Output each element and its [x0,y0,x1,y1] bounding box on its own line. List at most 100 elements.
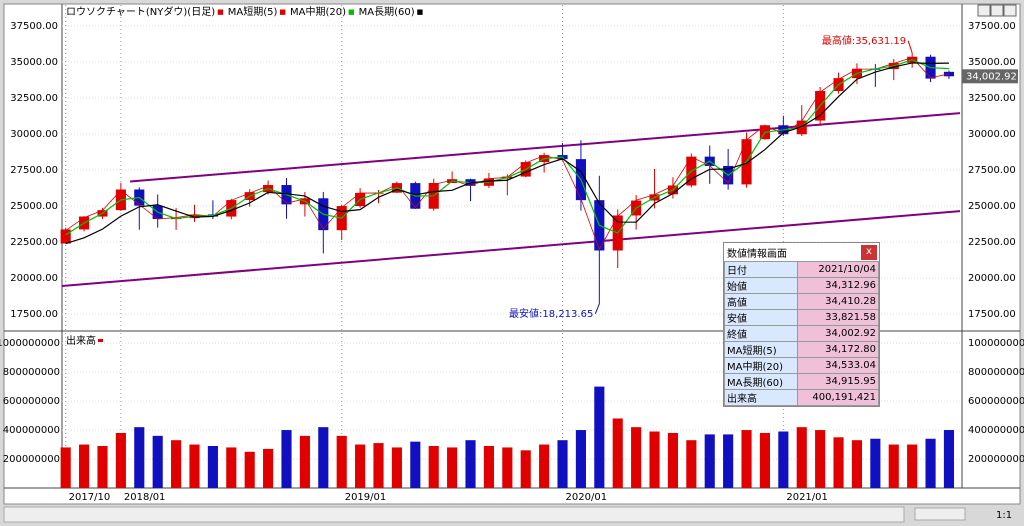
y2-tick-label: 30000.00 [968,129,1016,140]
volume-title: 出来高 [66,334,96,347]
x-tick-label: 2020/01 [566,492,608,503]
volume-bar [483,445,494,488]
info-label: 高値 [724,293,798,310]
volume-bar [686,440,697,488]
close-button[interactable]: x [861,244,877,260]
volume-bar [796,427,807,488]
volume-bar [851,440,863,488]
info-row: 出来高 400,191,421 [724,389,879,406]
y-tick-label: 37500.00 [10,21,58,32]
y-tick-label: 27500.00 [10,165,58,176]
zoom-label: 1:1 [996,510,1012,521]
volume-bar [667,432,678,488]
y-tick-label: 400000000 [3,425,60,436]
volume-bar [759,432,771,488]
info-label: MA長期(60) [724,373,798,390]
x-tick-label: 2021/01 [786,492,828,503]
y-tick-label: 800000000 [3,367,60,378]
zoom-slider[interactable] [914,507,966,521]
y-tick-label: 30000.00 [10,129,58,140]
volume-bar [502,447,513,488]
y-tick-label: 35000.00 [10,57,58,68]
volume-bar [704,434,715,488]
legend-marker [98,339,103,342]
info-label: 安値 [724,309,798,326]
info-panel[interactable]: 数値情報画面 x 日付 2021/10/04 始値 34,312.96 高値 34,410.… [723,242,880,407]
info-value: 34,915.95 [797,373,879,390]
volume-bar [189,444,200,488]
info-value: 33,821.58 [797,309,879,326]
legend-marker: ■ [217,8,224,16]
y-tick-label: 200000000 [3,454,60,465]
scrollbar[interactable] [3,506,905,523]
volume-bar [631,427,642,488]
volume-bar [815,430,826,488]
volume-bar [115,432,126,488]
volume-bar [870,438,881,488]
button[interactable] [990,4,1004,17]
info-label: MA中期(20) [724,357,798,374]
x-tick-label: 2019/01 [345,492,387,503]
legend-marker: ■ [417,8,424,16]
volume-bar [557,440,568,488]
y2-tick-label: 600000000 [968,396,1024,407]
legend-marker: ■ [279,8,286,16]
volume-bar [152,435,163,488]
info-row: 終値 34,002.92 [724,325,879,342]
volume-bar [465,440,476,488]
y2-tick-label: 400000000 [968,425,1024,436]
volume-bar [60,447,71,488]
legend: ロウソクチャート(NYダウ)(日足) ■ MA短期(5) ■ MA中期(20) ■ MA長期… [66,5,423,18]
volume-bar [134,427,145,488]
y-tick-label: 17500.00 [10,309,58,320]
info-row: MA中期(20) 34,533.04 [724,357,879,374]
info-value: 34,002.92 [797,325,879,342]
y2-tick-label: 27500.00 [968,165,1016,176]
info-label: 出来高 [724,389,798,406]
info-row: 日付 2021/10/04 [724,261,879,278]
ma-line [65,62,949,245]
info-value: 34,410.28 [797,293,879,310]
info-row: MA長期(60) 34,915.95 [724,373,879,390]
info-row: 始値 34,312.96 [724,277,879,294]
y-tick-label: 600000000 [3,396,60,407]
volume-bar [97,445,108,488]
volume-bar [575,430,586,488]
volume-bar [391,447,402,488]
button[interactable] [977,4,991,17]
y2-tick-label: 25000.00 [968,201,1016,212]
volume-bar [318,427,329,488]
volume-bar [943,430,955,488]
volume-bar [594,386,605,488]
volume-bar [299,435,310,488]
panel-header: 数値情報画面 x [724,243,879,261]
info-value: 34,312.96 [797,277,879,294]
button[interactable] [1003,4,1017,17]
volume-bar [741,430,752,488]
annotation: 最高値:35,631.19 [822,34,906,47]
volume-bar [723,434,734,488]
volume-bar [925,438,936,488]
last-price-box [962,69,1018,84]
x-tick-label: 2017/10 [69,492,111,503]
volume-bar [612,418,623,488]
info-row: 安値 33,821.58 [724,309,879,326]
annotation: 最安値:18,213.65 [509,307,593,320]
ma-line [65,59,949,236]
last-price-label: 34,002.92 [966,71,1017,82]
legend-entry: MA長期(60) [359,6,415,18]
info-label: MA短期(5) [724,341,798,358]
volume-bar [263,448,274,488]
volume-bar [649,431,660,488]
volume-bar [226,447,237,488]
volume-bar [410,441,421,488]
volume-bar [520,450,531,488]
info-value: 400,191,421 [797,389,879,406]
annotation-arrow [594,303,600,315]
volume-bar [833,437,844,488]
volume-bar [907,444,918,488]
y-tick-label: 1000000000 [0,338,60,349]
info-value: 34,533.04 [797,357,879,374]
y2-tick-label: 20000.00 [968,273,1016,284]
